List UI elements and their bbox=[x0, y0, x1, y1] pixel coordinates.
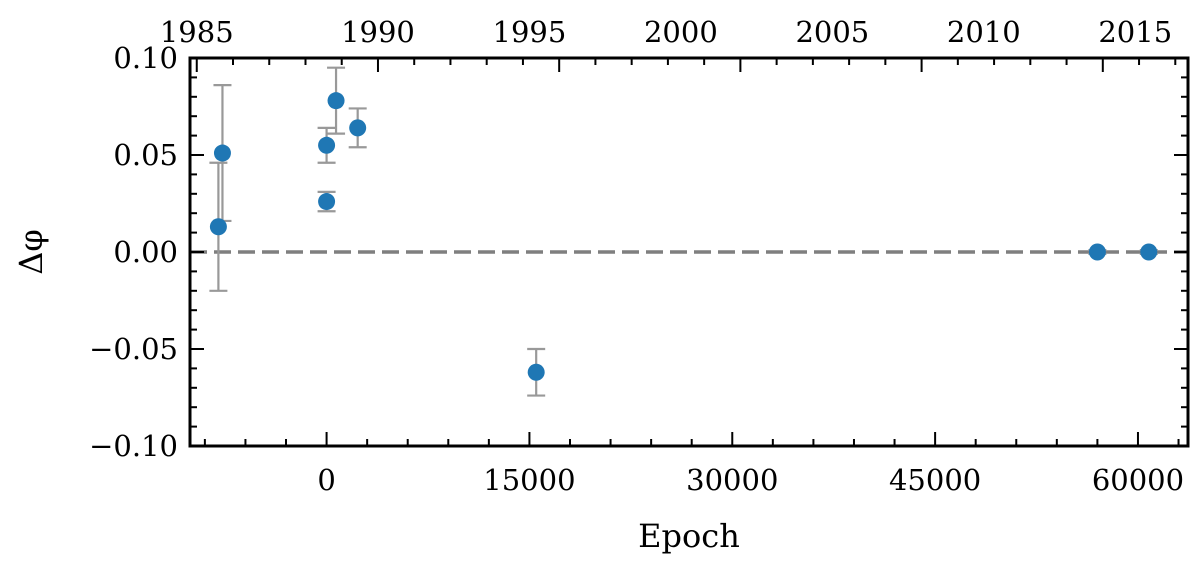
data-point bbox=[1140, 243, 1158, 261]
top-year-tick-label: 2000 bbox=[644, 15, 718, 49]
data-point bbox=[349, 119, 367, 137]
data-point bbox=[209, 218, 227, 236]
x-axis-title: Epoch bbox=[638, 517, 740, 555]
data-point bbox=[318, 193, 336, 211]
data-point bbox=[327, 92, 345, 110]
y-axis-title: Δφ bbox=[12, 229, 50, 275]
data-point-layer bbox=[209, 92, 1158, 381]
plot-frame bbox=[188, 56, 1190, 448]
errorbar-layer bbox=[209, 66, 1158, 397]
top-year-tick-label: 1990 bbox=[341, 15, 415, 49]
data-point bbox=[318, 136, 336, 154]
y-tick-label: −0.10 bbox=[89, 429, 178, 463]
data-point bbox=[527, 363, 545, 381]
y-tick-label: −0.05 bbox=[89, 332, 178, 366]
y-tick-label: 0.00 bbox=[113, 235, 178, 269]
top-year-tick-label: 2010 bbox=[947, 15, 1021, 49]
top-year-tick-label: 2015 bbox=[1098, 15, 1172, 49]
x-tick-label: 15000 bbox=[483, 463, 575, 497]
y-tick-label: 0.05 bbox=[113, 138, 178, 172]
x-tick-label: 30000 bbox=[686, 463, 778, 497]
data-point bbox=[213, 144, 231, 162]
x-tick-label: 45000 bbox=[889, 463, 981, 497]
y-tick-label: 0.10 bbox=[113, 41, 178, 75]
top-year-tick-label: 2005 bbox=[795, 15, 869, 49]
x-tick-label: 0 bbox=[317, 463, 335, 497]
tick-label-layer: 0 15000 30000 45000 60000 1985 1990 1995 2000 200… bbox=[89, 15, 1184, 497]
data-point bbox=[1088, 243, 1106, 261]
top-year-tick-label: 1995 bbox=[493, 15, 567, 49]
top-year-tick-label: 1985 bbox=[160, 15, 234, 49]
x-tick-label: 60000 bbox=[1092, 463, 1184, 497]
